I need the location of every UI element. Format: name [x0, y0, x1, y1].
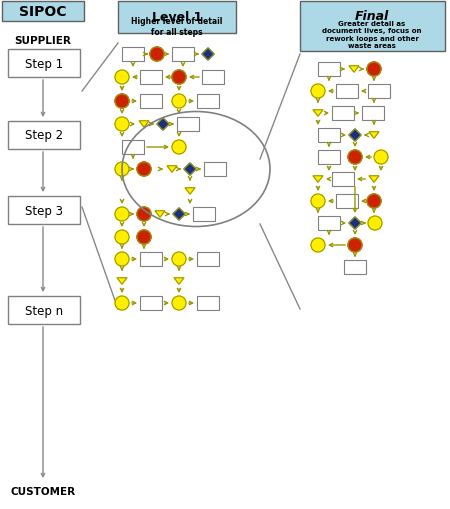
Bar [332, 107, 354, 121]
Bar [193, 208, 215, 221]
Polygon shape [369, 132, 379, 139]
Circle shape [374, 151, 388, 165]
Bar [122, 48, 144, 62]
Text: CUSTOMER: CUSTOMER [10, 486, 76, 496]
Text: Step 3: Step 3 [25, 204, 63, 217]
Circle shape [311, 194, 325, 209]
Circle shape [115, 163, 129, 177]
Circle shape [115, 296, 129, 310]
Circle shape [311, 85, 325, 99]
Circle shape [367, 194, 381, 209]
Circle shape [150, 48, 164, 62]
Bar [204, 163, 226, 177]
Polygon shape [184, 164, 196, 176]
Polygon shape [117, 278, 127, 285]
Bar [122, 140, 144, 155]
Bar [318, 151, 340, 165]
Bar [344, 261, 366, 274]
Polygon shape [202, 49, 214, 61]
Circle shape [115, 252, 129, 267]
Circle shape [137, 208, 151, 221]
Bar [8, 196, 80, 224]
Text: Greater detail as
document lives, focus on
rework loops and other
waste areas: Greater detail as document lives, focus … [322, 21, 422, 49]
Polygon shape [173, 209, 185, 220]
Polygon shape [139, 122, 149, 128]
Text: Level 1: Level 1 [152, 11, 202, 23]
Polygon shape [349, 67, 359, 73]
Bar [197, 252, 219, 267]
Bar [318, 63, 340, 77]
Bar [318, 216, 340, 231]
Circle shape [172, 95, 186, 109]
Circle shape [115, 71, 129, 85]
Polygon shape [313, 177, 323, 183]
Bar [332, 173, 354, 187]
Bar [336, 85, 358, 99]
Polygon shape [167, 166, 177, 173]
Bar [362, 107, 384, 121]
Bar [197, 95, 219, 109]
Circle shape [348, 239, 362, 252]
Text: Higher level of detail
for all steps: Higher level of detail for all steps [131, 17, 223, 37]
Bar [140, 296, 162, 310]
Bar [336, 194, 358, 209]
Circle shape [367, 63, 381, 77]
Polygon shape [185, 188, 195, 195]
Polygon shape [157, 119, 169, 131]
Circle shape [172, 140, 186, 155]
Bar [2, 2, 84, 22]
Circle shape [348, 151, 362, 165]
Circle shape [172, 71, 186, 85]
Bar [8, 296, 80, 324]
Bar [318, 129, 340, 143]
Text: SIPOC: SIPOC [19, 5, 67, 19]
Polygon shape [174, 278, 184, 285]
Text: Step n: Step n [25, 304, 63, 317]
Bar [177, 118, 199, 132]
Bar [300, 2, 445, 52]
Bar [140, 95, 162, 109]
Circle shape [137, 163, 151, 177]
Text: Final: Final [355, 10, 389, 22]
Circle shape [172, 296, 186, 310]
Polygon shape [369, 177, 379, 183]
Bar [140, 252, 162, 267]
Circle shape [368, 216, 382, 231]
Bar [368, 85, 390, 99]
Circle shape [115, 118, 129, 132]
Bar [8, 122, 80, 150]
Circle shape [115, 95, 129, 109]
Text: SUPPLIER: SUPPLIER [14, 36, 72, 46]
Polygon shape [155, 211, 165, 218]
Circle shape [115, 208, 129, 221]
Circle shape [311, 239, 325, 252]
Text: Step 1: Step 1 [25, 58, 63, 70]
Polygon shape [313, 110, 323, 117]
Polygon shape [349, 130, 361, 142]
Bar [202, 71, 224, 85]
Bar [197, 296, 219, 310]
Bar [140, 71, 162, 85]
Bar [8, 50, 80, 78]
Circle shape [115, 231, 129, 244]
Bar [118, 2, 236, 34]
Circle shape [137, 231, 151, 244]
Text: Step 2: Step 2 [25, 129, 63, 142]
Bar [172, 48, 194, 62]
Polygon shape [349, 217, 361, 230]
Circle shape [172, 252, 186, 267]
